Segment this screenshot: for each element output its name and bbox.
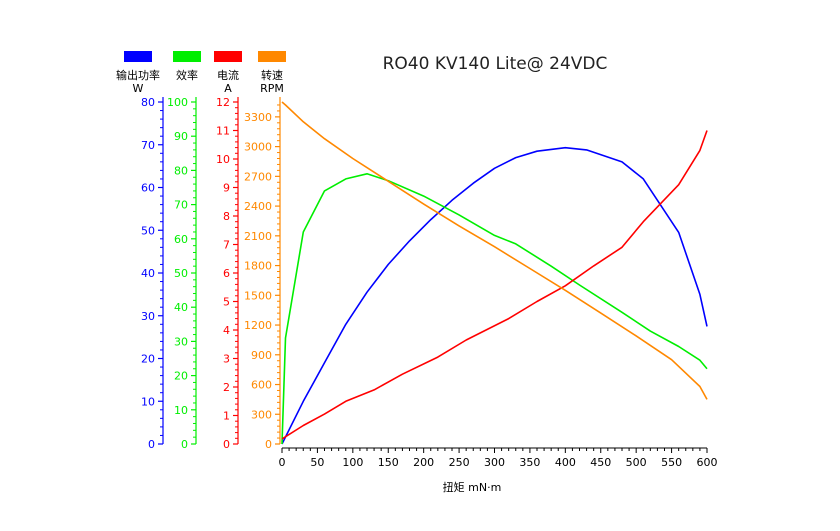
y-tick-label-current: 12 <box>216 96 230 109</box>
x-tick-label: 550 <box>661 456 682 469</box>
y-tick-label-power: 80 <box>141 96 155 109</box>
legend-item-efficiency: 效率 <box>173 51 201 82</box>
y-tick-label-power: 40 <box>141 267 155 280</box>
y-axes: 0102030405060708001020304050607080901000… <box>141 96 281 451</box>
legend-unit-speed: RPM <box>260 82 284 95</box>
y-tick-label-current: 9 <box>223 182 230 195</box>
legend-label-current: 电流 <box>217 68 239 82</box>
series-line-power <box>281 146 708 445</box>
series-line-efficiency <box>281 173 708 445</box>
legend-unit-power: W <box>133 82 144 95</box>
y-tick-label-efficiency: 0 <box>181 438 188 451</box>
y-tick-label-current: 7 <box>223 239 230 252</box>
x-tick-label: 0 <box>279 456 286 469</box>
y-tick-label-speed: 600 <box>251 379 272 392</box>
y-axis-speed: 0 300 600 900 1200 1500 1800 2100 2400 2700 3000 33… <box>244 97 281 451</box>
y-tick-label-speed: 0 <box>265 438 272 451</box>
y-tick-label-efficiency: 70 <box>174 199 188 212</box>
y-tick-label-power: 0 <box>148 438 155 451</box>
y-tick-label-current: 11 <box>216 125 230 138</box>
x-tick-label: 600 <box>697 456 718 469</box>
legend-swatch-power <box>124 51 152 62</box>
x-tick-label: 450 <box>590 456 611 469</box>
x-tick-label: 300 <box>484 456 505 469</box>
y-tick-label-efficiency: 50 <box>174 267 188 280</box>
y-axis-power: 0 10 20 30 40 50 60 70 80 <box>141 96 164 451</box>
x-tick-label: 150 <box>378 456 399 469</box>
y-tick-label-efficiency: 80 <box>174 164 188 177</box>
y-tick-label-power: 70 <box>141 139 155 152</box>
y-tick-label-efficiency: 60 <box>174 233 188 246</box>
y-tick-label-speed: 1800 <box>244 260 272 273</box>
x-tick-label: 350 <box>519 456 540 469</box>
y-tick-label-power: 20 <box>141 353 155 366</box>
y-tick-label-speed: 2100 <box>244 230 272 243</box>
series-lines <box>281 101 708 445</box>
y-tick-label-efficiency: 10 <box>174 404 188 417</box>
y-tick-label-power: 50 <box>141 224 155 237</box>
legend-label-efficiency: 效率 <box>176 68 198 82</box>
series-line-current <box>281 130 708 440</box>
legend-item-current: 电流A <box>214 51 242 95</box>
x-tick-label: 400 <box>555 456 576 469</box>
legend-swatch-speed <box>258 51 286 62</box>
y-tick-label-current: 6 <box>223 267 230 280</box>
y-tick-label-speed: 1200 <box>244 319 272 332</box>
y-axis-efficiency: 0 10 20 30 40 50 60 70 80 90 100 <box>167 96 197 451</box>
y-tick-label-power: 30 <box>141 310 155 323</box>
y-tick-label-efficiency: 40 <box>174 301 188 314</box>
series-line-speed <box>281 101 708 400</box>
y-tick-label-current: 2 <box>223 381 230 394</box>
legend-swatch-current <box>214 51 242 62</box>
y-tick-label-efficiency: 20 <box>174 370 188 383</box>
y-tick-label-current: 3 <box>223 353 230 366</box>
y-tick-label-efficiency: 30 <box>174 335 188 348</box>
y-tick-label-speed: 2700 <box>244 170 272 183</box>
x-axis-label: 扭矩 mN·m <box>443 480 502 494</box>
y-tick-label-current: 10 <box>216 153 230 166</box>
y-tick-label-power: 60 <box>141 182 155 195</box>
legend-swatch-efficiency <box>173 51 201 62</box>
y-tick-label-speed: 300 <box>251 408 272 421</box>
y-tick-label-speed: 1500 <box>244 289 272 302</box>
y-tick-label-efficiency: 90 <box>174 130 188 143</box>
legend-label-speed: 转速 <box>261 68 283 82</box>
y-tick-label-speed: 3300 <box>244 111 272 124</box>
y-tick-label-efficiency: 100 <box>167 96 188 109</box>
y-tick-label-speed: 2400 <box>244 200 272 213</box>
x-tick-label: 200 <box>413 456 434 469</box>
x-tick-label: 100 <box>342 456 363 469</box>
y-tick-label-current: 5 <box>223 296 230 309</box>
x-axis: 0 50 100 150 200 250 300 350 400 450 500 550 600 <box>279 447 718 469</box>
y-tick-label-speed: 3000 <box>244 141 272 154</box>
y-tick-label-current: 0 <box>223 438 230 451</box>
y-tick-label-speed: 900 <box>251 349 272 362</box>
legend-unit-current: A <box>224 82 232 95</box>
x-tick-label: 50 <box>310 456 324 469</box>
y-tick-label-current: 8 <box>223 210 230 223</box>
y-tick-label-current: 1 <box>223 410 230 423</box>
y-tick-label-power: 10 <box>141 395 155 408</box>
legend-label-power: 输出功率 <box>116 68 160 82</box>
chart-title: RO40 KV140 Lite@ 24VDC <box>383 54 608 74</box>
y-tick-label-current: 4 <box>223 324 230 337</box>
x-tick-label: 250 <box>449 456 470 469</box>
x-tick-label: 500 <box>626 456 647 469</box>
